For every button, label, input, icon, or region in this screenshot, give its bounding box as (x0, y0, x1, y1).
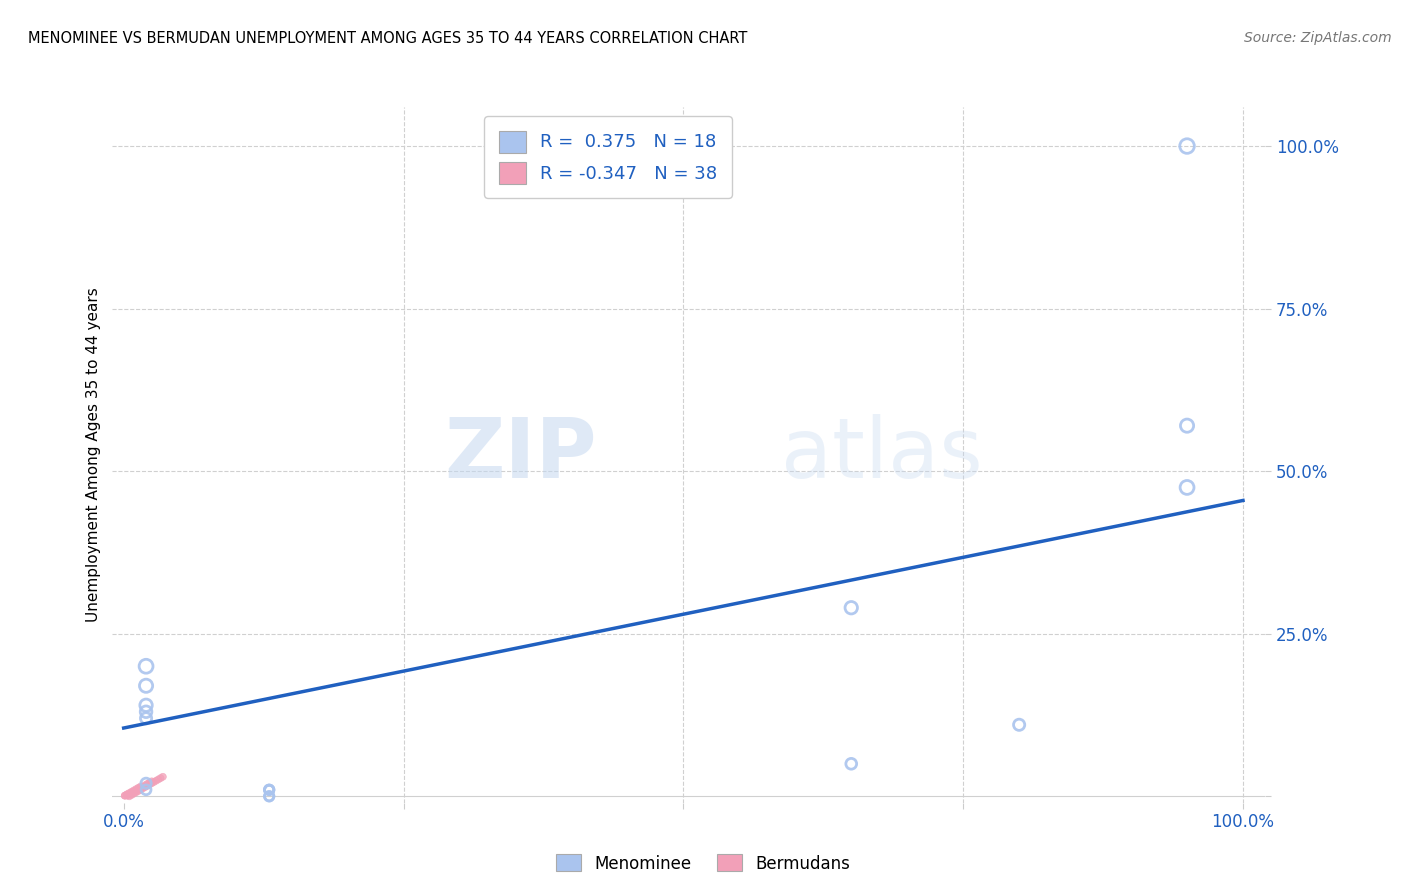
Text: atlas: atlas (782, 415, 983, 495)
Point (115, 788, 138, 802)
Point (136, 777, 159, 791)
Point (118, 786, 141, 800)
Point (127, 782, 149, 797)
Point (141, 774, 163, 789)
Point (135, 679, 157, 693)
Point (122, 787, 145, 801)
Point (129, 782, 152, 797)
Point (257, 782, 280, 797)
Point (135, 659, 157, 673)
Point (135, 698, 157, 713)
Text: ZIP: ZIP (444, 415, 596, 495)
Point (127, 780, 149, 795)
Point (114, 789, 136, 803)
Point (131, 780, 153, 794)
Point (145, 773, 167, 788)
Point (125, 782, 148, 797)
Point (127, 784, 149, 798)
Point (129, 780, 152, 795)
Point (1008, 718, 1031, 732)
Point (257, 782, 280, 797)
Point (839, 600, 862, 615)
Point (135, 782, 157, 797)
Point (129, 780, 152, 794)
Point (125, 785, 148, 799)
Point (121, 788, 143, 802)
Point (135, 776, 157, 790)
Point (121, 786, 143, 800)
Point (257, 789, 280, 804)
Point (122, 783, 145, 797)
Point (125, 783, 148, 797)
Point (115, 788, 138, 802)
Point (122, 785, 145, 799)
Point (1175, 418, 1198, 433)
Point (134, 780, 156, 795)
Point (135, 711, 157, 725)
Point (115, 789, 138, 803)
Legend: Menominee, Bermudans: Menominee, Bermudans (550, 847, 856, 880)
Point (839, 756, 862, 771)
Point (131, 781, 153, 796)
Text: Source: ZipAtlas.com: Source: ZipAtlas.com (1244, 31, 1392, 45)
Point (1175, 480, 1198, 494)
Point (118, 788, 141, 802)
Point (142, 775, 165, 789)
Y-axis label: Unemployment Among Ages 35 to 44 years: Unemployment Among Ages 35 to 44 years (86, 287, 101, 623)
Point (114, 789, 136, 803)
Point (121, 785, 143, 799)
Point (138, 775, 160, 789)
Text: MENOMINEE VS BERMUDAN UNEMPLOYMENT AMONG AGES 35 TO 44 YEARS CORRELATION CHART: MENOMINEE VS BERMUDAN UNEMPLOYMENT AMONG… (28, 31, 748, 46)
Point (152, 770, 174, 784)
Point (149, 771, 172, 785)
Legend: R =  0.375   N = 18, R = -0.347   N = 38: R = 0.375 N = 18, R = -0.347 N = 38 (485, 116, 733, 198)
Point (148, 772, 170, 787)
Point (118, 789, 141, 804)
Point (257, 789, 280, 804)
Point (134, 778, 156, 792)
Point (141, 776, 163, 790)
Point (138, 778, 160, 792)
Point (135, 705, 157, 719)
Point (136, 779, 159, 793)
Point (257, 782, 280, 797)
Point (1175, 139, 1198, 153)
